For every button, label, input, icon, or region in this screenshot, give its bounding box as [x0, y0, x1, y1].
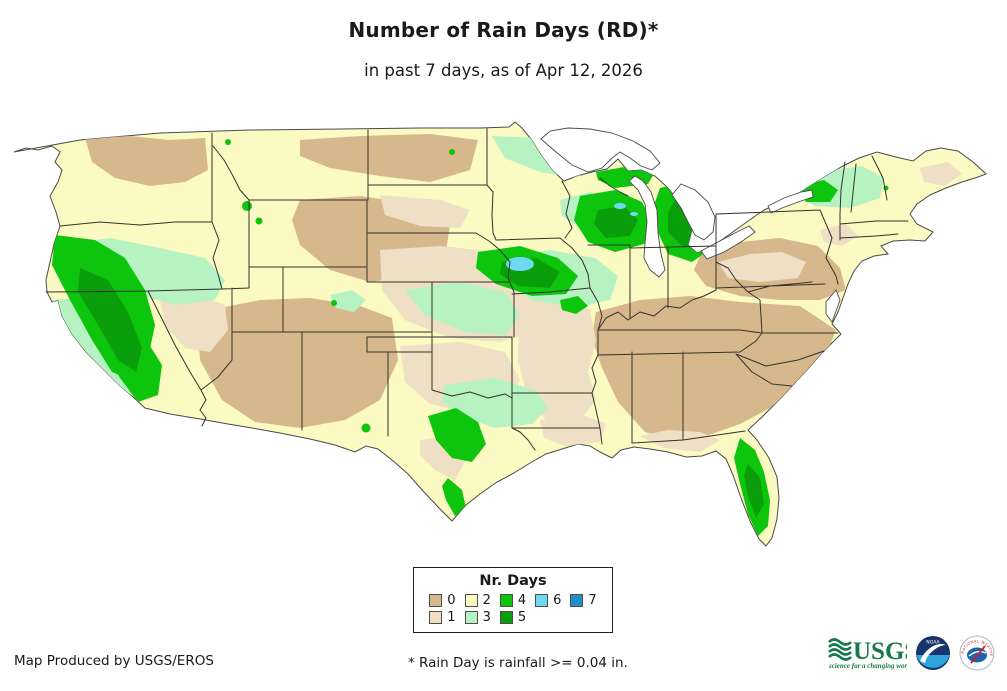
legend-item-2: 2: [464, 593, 491, 608]
great-lakes: [540, 127, 841, 323]
legend-label-6: 6: [553, 593, 562, 608]
legend-swatch-5: [499, 611, 513, 624]
legend-box: Nr. Days 0 1 2 3 4 5 6 7: [413, 567, 613, 633]
legend-item-1: 1: [429, 610, 456, 625]
page-title: Number of Rain Days (RD)*: [348, 18, 659, 42]
legend-swatch-4: [499, 594, 513, 607]
legend-item-4: 4: [499, 593, 527, 608]
chesapeake-bay: [825, 289, 841, 323]
legend-label-2: 2: [482, 593, 491, 608]
legend-label-5: 5: [517, 610, 527, 625]
map-credit: Map Produced by USGS/EROS: [14, 653, 214, 669]
usgs-logo: USGS science for a changing world: [828, 638, 907, 670]
legend-label-7: 7: [588, 593, 597, 608]
legend-grid: 0 1 2 3 4 5 6 7: [422, 593, 604, 625]
rain-day-footnote: * Rain Day is rainfall >= 0.04 in.: [408, 655, 628, 671]
usgs-tagline: science for a changing world: [828, 662, 907, 670]
page-subtitle: in past 7 days, as of Apr 12, 2026: [364, 61, 643, 80]
legend-label-4: 4: [517, 593, 527, 608]
legend-item-7: 7: [570, 593, 597, 608]
legend-swatch-2: [464, 594, 478, 607]
legend-item-3: 3: [464, 610, 491, 625]
legend-swatch-6: [535, 594, 549, 607]
lake-erie: [700, 225, 756, 260]
legend-item-0: 0: [429, 593, 456, 608]
rain-day-patches: [52, 134, 962, 536]
legend-label-1: 1: [447, 610, 456, 625]
lake-superior: [540, 127, 661, 173]
usgs-wordmark: USGS: [853, 638, 907, 665]
usgs-wave-icon: [828, 638, 852, 661]
legend-title: Nr. Days: [479, 573, 547, 589]
nws-logo: NATIONAL WEATHER SERVICE: [959, 635, 995, 671]
noaa-logo: NOAA: [916, 636, 950, 670]
noaa-wordmark: NOAA: [926, 640, 940, 646]
legend-swatch-1: [429, 611, 443, 624]
legend-item-5: 5: [499, 610, 527, 625]
legend-swatch-3: [464, 611, 478, 624]
legend-label-3: 3: [482, 610, 491, 625]
agency-logos: USGS science for a changing world NOAA N…: [827, 634, 995, 672]
lake-michigan: [628, 175, 666, 278]
state-borders: [45, 127, 909, 451]
legend-swatch-0: [429, 594, 443, 607]
lake-huron: [671, 183, 716, 241]
legend-swatch-7: [570, 594, 584, 607]
legend-item-6: 6: [535, 593, 561, 608]
legend-label-0: 0: [447, 593, 456, 608]
